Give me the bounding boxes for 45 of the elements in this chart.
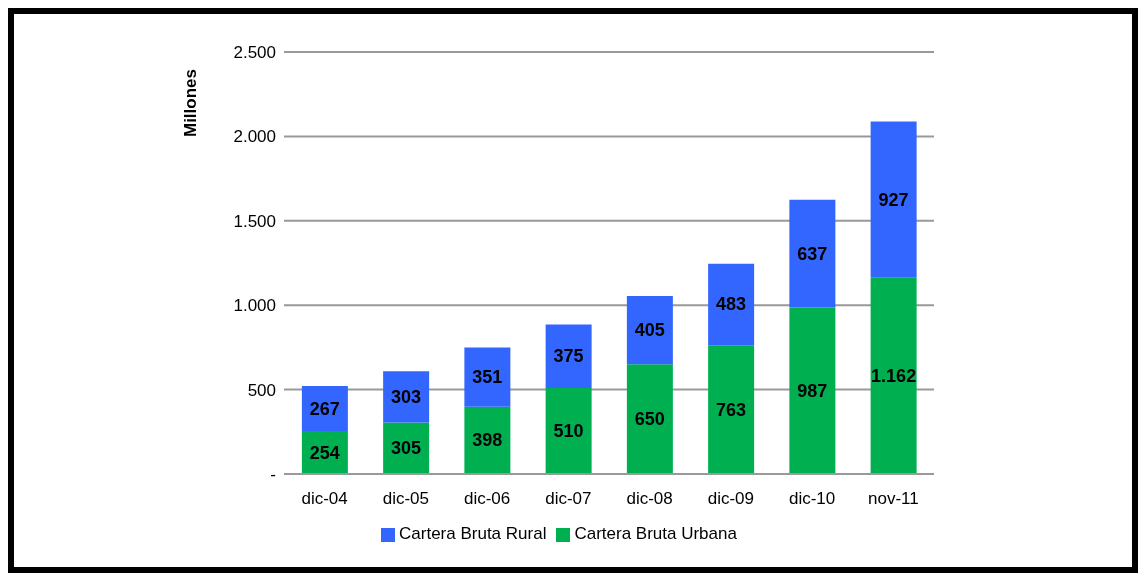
x-tick-label: dic-09 (707, 489, 755, 509)
data-label: 375 (553, 346, 584, 367)
bar (789, 199, 836, 308)
bar (626, 364, 673, 474)
bar (545, 324, 592, 388)
data-label: 405 (634, 320, 665, 341)
y-tick-label: 1.500 (233, 211, 276, 231)
data-label: 637 (797, 243, 828, 264)
legend-label: Cartera Bruta Rural (399, 524, 547, 543)
y-tick-label: 2.000 (233, 127, 276, 147)
x-tick-label: dic-08 (626, 489, 673, 509)
bar (870, 277, 917, 474)
x-tick-label: dic-06 (463, 489, 511, 509)
bar (708, 345, 755, 474)
legend-label: Cartera Bruta Urbana (574, 524, 737, 543)
y-tick-label: 500 (247, 380, 276, 400)
data-label: 927 (878, 189, 909, 210)
x-tick-label: nov-11 (868, 489, 919, 509)
y-tick-label: 2.500 (233, 43, 276, 63)
x-tick-label: dic-05 (382, 489, 430, 509)
data-label: 303 (391, 386, 422, 407)
data-label: 510 (553, 420, 584, 441)
x-tick-label: dic-07 (545, 489, 592, 509)
data-label: 483 (716, 294, 747, 315)
bar (870, 121, 917, 278)
bar (383, 371, 430, 423)
bar (708, 263, 755, 346)
data-label: 351 (472, 367, 503, 388)
x-tick-label: dic-04 (301, 489, 348, 509)
data-label: 1.162 (871, 365, 917, 386)
data-label: 305 (391, 438, 422, 459)
bar (626, 295, 673, 365)
y-tick-label: - (270, 465, 276, 485)
data-label: 254 (309, 442, 340, 463)
data-label: 987 (797, 380, 828, 401)
y-axis-title: Millones (181, 68, 201, 138)
data-label: 763 (716, 399, 747, 420)
bar (464, 347, 511, 407)
y-tick-label: 1.000 (233, 296, 276, 316)
x-tick-label: dic-10 (788, 489, 836, 509)
bar (789, 307, 836, 474)
bar (545, 387, 592, 474)
data-label: 267 (309, 398, 340, 419)
data-label: 398 (472, 430, 503, 451)
data-label: 650 (634, 409, 665, 430)
